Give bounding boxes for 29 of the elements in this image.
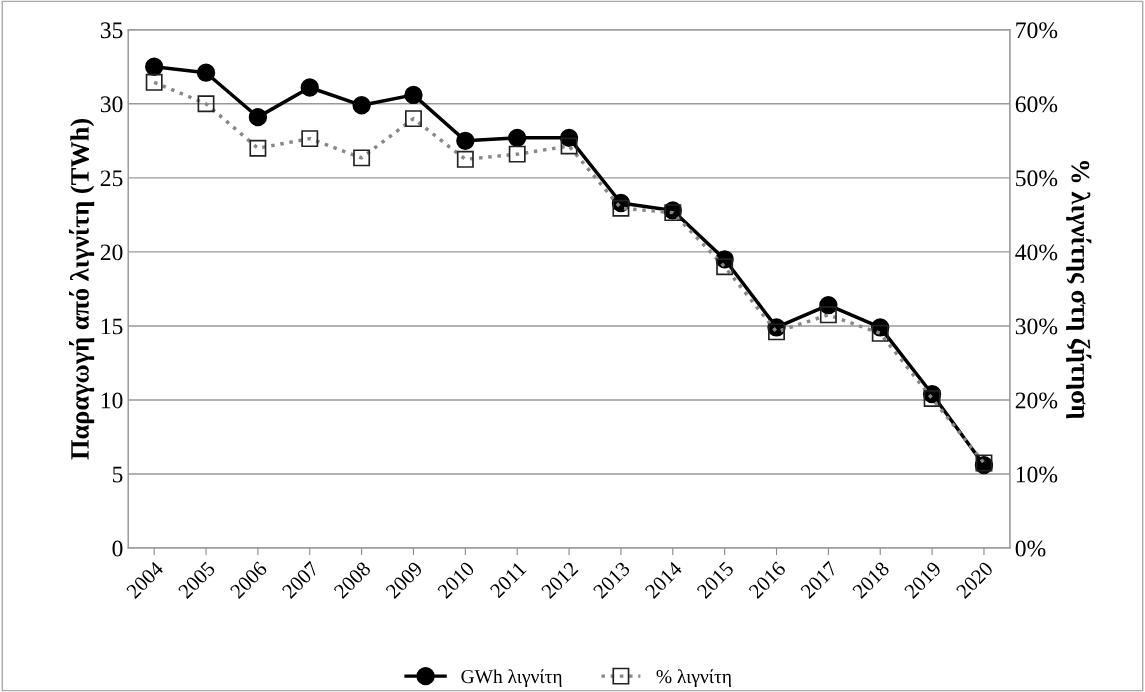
y2-tick-label: 30% [1015,318,1058,335]
legend-label: GWh λιγνίτη [461,669,562,688]
y2-tick-label: 40% [1015,244,1058,261]
y2-tick-label: 70% [1016,22,1058,39]
point [145,57,164,76]
y2-tick-label: 20% [1015,392,1058,409]
point [300,78,319,97]
point [196,63,216,82]
point [352,96,371,115]
y-tick-label: 15 [101,318,123,335]
y-tick-label: 5 [112,466,123,483]
y-tick-label: 10 [101,392,123,409]
y2-tick-label: 60% [1015,96,1058,113]
y-tick-label: 30 [100,96,123,113]
legend-label: % λιγνίτη [656,669,731,688]
y-tick-label: 0 [112,540,123,557]
y2-axis-title: % λιγνίτης στη ζήτηση [1066,161,1092,419]
y-tick-label: 20 [100,244,123,261]
point [456,131,475,150]
y2-tick-label: 10% [1016,466,1058,483]
y-tick-label: 25 [100,170,123,187]
y2-tick-label: 0% [1015,540,1046,557]
y2-tick-label: 50% [1016,170,1058,187]
y-tick-label: 35 [100,22,123,39]
x-tick-label: 2011 [489,561,527,599]
point [248,107,268,127]
y-axis-title: Παραγωγή από λιγνίτη (TWh) [68,119,95,460]
point [404,85,423,105]
point [508,128,527,148]
